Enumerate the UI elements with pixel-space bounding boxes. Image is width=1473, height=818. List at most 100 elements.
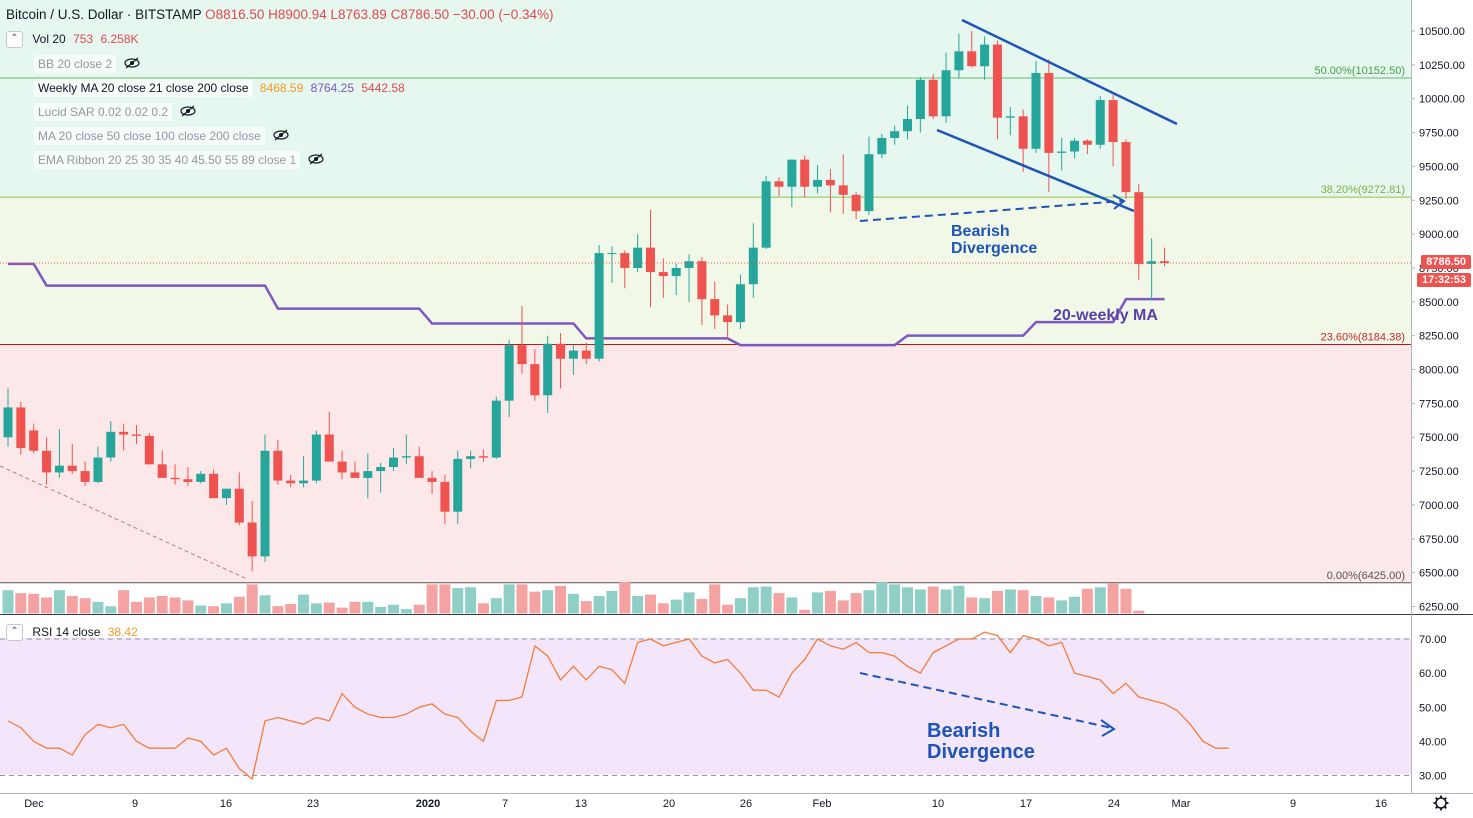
volume-bar <box>516 584 528 614</box>
candle-up <box>607 246 617 283</box>
candle-body <box>800 159 810 187</box>
candle-body <box>954 51 964 71</box>
volume-bar <box>490 598 502 614</box>
volume-bar <box>426 584 438 614</box>
candle-up <box>3 388 13 447</box>
indicator-rsi[interactable]: ⌃ RSI 14 close 38.42 <box>6 624 138 642</box>
candle-down <box>29 423 39 454</box>
candle-up <box>466 450 476 469</box>
candle-body <box>1082 140 1092 145</box>
indicator-bb[interactable]: BB 20 close 2 <box>34 55 140 73</box>
volume-bar <box>747 587 759 614</box>
price-tick-label: 10250.00 <box>1419 60 1465 72</box>
candle-up <box>1005 106 1015 136</box>
price-tick-label: 7750.00 <box>1419 398 1459 410</box>
candle-body <box>697 261 707 300</box>
volume-bar <box>670 599 682 614</box>
volume-bar <box>143 597 155 614</box>
candle-down <box>144 433 154 465</box>
eye-hidden-icon[interactable] <box>273 129 289 145</box>
collapse-toggle-icon[interactable]: ⌃ <box>6 31 23 49</box>
volume-bar <box>542 590 554 614</box>
candle-body <box>93 457 103 482</box>
candle-body <box>311 434 321 481</box>
candle-up <box>903 105 912 140</box>
fib-zone-low <box>0 344 1411 583</box>
candle-body <box>890 131 900 138</box>
candle-body <box>581 350 591 359</box>
candle-down <box>620 250 630 289</box>
indicator-ema-ribbon[interactable]: EMA Ribbon 20 25 30 35 40 45.50 55 89 cl… <box>34 151 324 169</box>
candle-body <box>915 79 925 120</box>
price-tick-label: 10500.00 <box>1419 26 1465 38</box>
candle-up <box>1031 60 1041 153</box>
volume-bar <box>991 590 1003 614</box>
eye-hidden-icon[interactable] <box>308 153 324 169</box>
candle-body <box>838 185 848 195</box>
candle-body <box>607 253 617 255</box>
eye-hidden-icon[interactable] <box>180 105 196 121</box>
candle-body <box>928 79 938 117</box>
settings-gear-icon[interactable] <box>1433 795 1449 811</box>
candle-up <box>813 165 823 194</box>
indicator-ma[interactable]: MA 20 close 50 close 100 close 200 close <box>34 127 289 145</box>
price-tick-label: 7000.00 <box>1419 500 1459 512</box>
indicator-weekly-ma[interactable]: Weekly MA 20 close 21 close 200 close 84… <box>34 79 405 97</box>
volume-bar <box>195 605 207 614</box>
eye-hidden-icon[interactable] <box>124 57 140 73</box>
candle-down <box>774 177 784 197</box>
candle-up <box>941 52 951 124</box>
candle-up <box>389 448 398 472</box>
candle-up <box>376 462 386 493</box>
candle-up <box>196 471 206 484</box>
candle-up <box>594 244 604 362</box>
candle-body <box>594 253 604 359</box>
price-tick-label: 7250.00 <box>1419 466 1459 478</box>
ohlc-open: O8816.50 <box>205 7 265 22</box>
volume-bar <box>477 603 489 614</box>
candle-up <box>260 434 270 562</box>
volume-bar <box>824 590 836 614</box>
rsi-line <box>7 631 1229 781</box>
indicator-lucid-sar[interactable]: Lucid SAR 0.02 0.02 0.2 <box>34 103 196 121</box>
volume-bar <box>657 603 669 614</box>
candle-down <box>209 469 219 499</box>
volume-bar <box>169 597 181 614</box>
candle-up <box>671 263 681 296</box>
rsi-tick-label: 30.00 <box>1419 771 1447 783</box>
price-tick-label: 9750.00 <box>1419 128 1459 140</box>
volume-bar <box>979 598 991 614</box>
volume-bar <box>79 598 91 614</box>
volume-bar <box>349 601 361 614</box>
candle-body <box>16 407 26 449</box>
volume-bar <box>182 600 194 614</box>
candle-up <box>401 434 411 465</box>
candle-body <box>1005 116 1015 118</box>
candle-up <box>311 430 321 484</box>
candle-up <box>633 234 643 273</box>
candle-body <box>119 431 129 435</box>
volume-bar <box>709 584 721 614</box>
candle-body <box>453 458 463 512</box>
channel-upper-line <box>961 18 1178 126</box>
candle-down <box>119 423 129 451</box>
candle-up <box>980 36 990 80</box>
gear-tooth <box>1435 805 1439 809</box>
candle-up <box>684 254 694 302</box>
candle-up <box>761 175 771 250</box>
indicator-volume[interactable]: ⌃ Vol 20 753 6.258K <box>6 31 138 49</box>
volume-bar <box>876 582 888 614</box>
candle-up <box>954 33 964 79</box>
volume-bar <box>220 603 232 614</box>
candle-body <box>350 472 360 478</box>
candle-body <box>80 471 90 482</box>
candle-body <box>1121 142 1131 193</box>
candle-up <box>93 446 103 484</box>
ohlc-close: C8786.50 <box>390 7 450 22</box>
collapse-toggle-icon[interactable]: ⌃ <box>6 624 23 642</box>
candle-body <box>748 247 758 285</box>
candle-body <box>414 456 424 478</box>
volume-bar <box>118 590 130 614</box>
candle-body <box>980 44 990 67</box>
